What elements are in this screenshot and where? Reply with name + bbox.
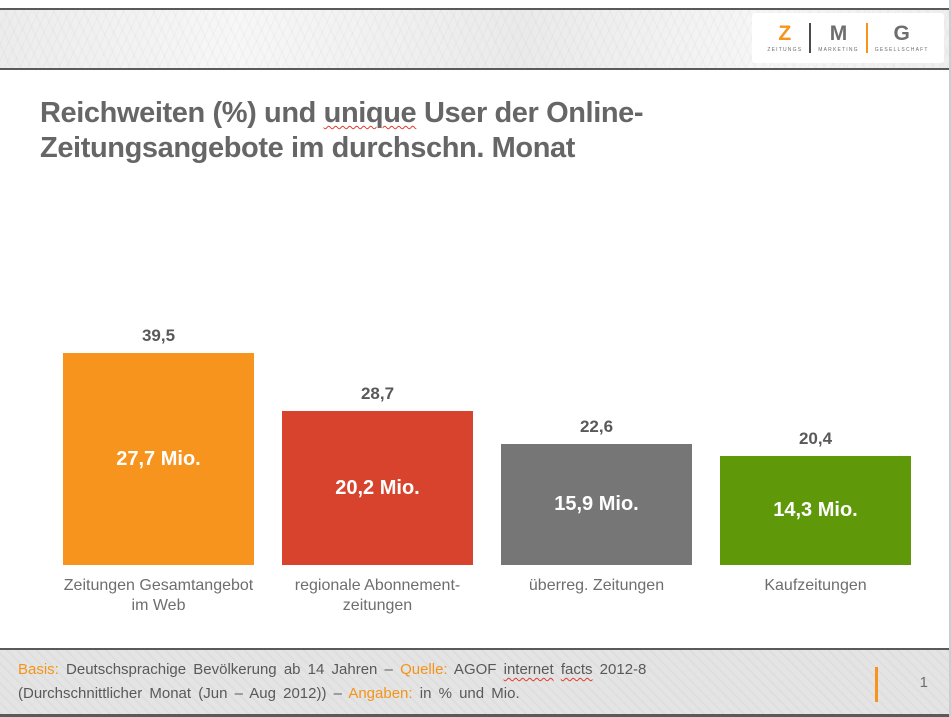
bar-group-4: 20,4 14,3 Mio. Kaufzeitungen [720, 318, 911, 616]
footer-line1: Basis: Deutschsprachige Bevölkerung ab 1… [18, 658, 808, 682]
logo-col-zeitungs: Z ZEITUNGS [760, 22, 809, 54]
misspelled-word: facts [560, 661, 593, 678]
text-segment: Deutschsprachige Bevölkerung ab 14 Jahre… [58, 661, 401, 678]
accent-label: Angaben: [348, 685, 413, 702]
logo-word-gesellschaft: GESELLSCHAFT [874, 47, 929, 53]
bar-stack: 22,6 15,9 Mio. [501, 318, 692, 565]
footer-accent-divider [875, 667, 878, 702]
bar-chart: 39,5 27,7 Mio. Zeitungen Gesamtangebot im … [63, 318, 911, 616]
bar-category-label: Kaufzeitungen [764, 577, 867, 594]
slide-title-line1: Reichweiten (%) und unique User der Onli… [40, 96, 800, 131]
logo-letter-m: M [829, 22, 848, 45]
logo-col-gesellschaft: G GESELLSCHAFT [865, 22, 936, 53]
text-segment: Reichweiten (%) und [40, 97, 324, 129]
bar-stack: 28,7 20,2 Mio. [282, 318, 473, 565]
bar-value-label: 28,7 [360, 384, 395, 403]
footer: Basis: Deutschsprachige Bevölkerung ab 1… [0, 648, 949, 717]
logo-letter-z: Z [778, 22, 792, 45]
slide-title: Reichweiten (%) und unique User der Onli… [40, 96, 800, 166]
bar-group-1: 39,5 27,7 Mio. Zeitungen Gesamtangebot im … [63, 318, 254, 616]
bar-group-2: 28,7 20,2 Mio. regionale Abonnement- zeitu… [282, 318, 473, 616]
bar-group-3: 22,6 15,9 Mio. überreg. Zeitungen [501, 318, 692, 616]
bar-category-label: regionale Abonnement- zeitungen [294, 577, 461, 614]
accent-label: Basis: [18, 661, 59, 678]
bar-inner-label: 14,3 Mio. [773, 499, 858, 521]
text-segment: in % und Mio. [412, 685, 520, 702]
logo-letter-g: G [893, 22, 910, 45]
bar-value-label: 39,5 [141, 326, 176, 345]
logo-word-zeitungs: ZEITUNGS [767, 47, 803, 53]
bar-inner-label: 27,7 Mio. [116, 447, 201, 470]
zmg-logo: Z ZEITUNGS M MARKETING G GESELLSCHAFT [752, 13, 944, 63]
misspelled-word: unique [323, 97, 417, 129]
page-number: 1 [919, 674, 928, 691]
bar-stack: 39,5 27,7 Mio. [63, 318, 254, 565]
text-segment: 2012-8 [592, 661, 647, 678]
bar-value-label: 20,4 [798, 429, 833, 448]
bar-inner-label: 15,9 Mio. [554, 493, 639, 515]
text-segment [554, 661, 561, 678]
logo-col-marketing: M MARKETING [809, 23, 866, 53]
footer-source-text: Basis: Deutschsprachige Bevölkerung ab 1… [18, 658, 808, 706]
bar: 20,2 Mio. [282, 411, 473, 565]
accent-label: Quelle: [400, 661, 448, 678]
text-segment: AGOF [447, 661, 504, 678]
bar-stack: 20,4 14,3 Mio. [720, 318, 911, 565]
bar-inner-label: 20,2 Mio. [335, 476, 420, 499]
text-segment: User der Online- [416, 97, 644, 129]
bar: 15,9 Mio. [501, 444, 692, 565]
slide-title-line2: Zeitungsangebote im durchschn. Monat [40, 132, 576, 164]
bar: 14,3 Mio. [720, 456, 911, 565]
zmg-logo-letters: Z ZEITUNGS M MARKETING G GESELLSCHAFT [760, 23, 935, 53]
footer-line2: (Durchschnittlicher Monat (Jun – Aug 201… [18, 682, 808, 706]
misspelled-word: internet [503, 661, 554, 678]
logo-word-marketing: MARKETING [818, 47, 859, 53]
bar-category-label: Zeitungen Gesamtangebot im Web [63, 577, 254, 614]
bar-category-label: überreg. Zeitungen [528, 577, 665, 594]
bar-value-label: 22,6 [579, 417, 614, 436]
bar: 27,7 Mio. [63, 353, 254, 565]
text-segment: (Durchschnittlicher Monat (Jun – Aug 201… [18, 685, 349, 702]
